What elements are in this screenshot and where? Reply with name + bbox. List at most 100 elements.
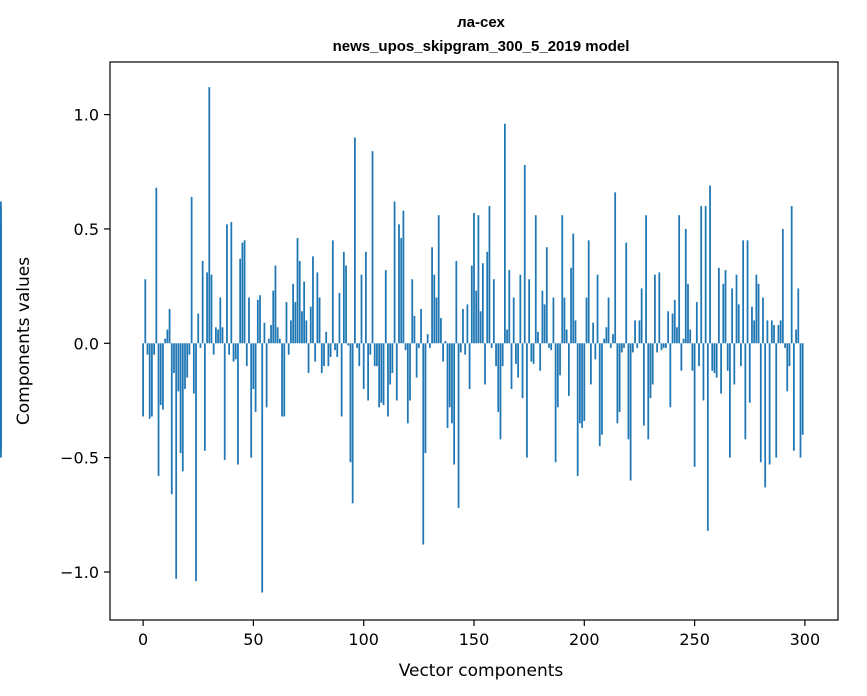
bar — [334, 343, 336, 351]
bar — [658, 272, 661, 344]
bar — [331, 240, 334, 344]
bar — [351, 343, 354, 504]
bar — [508, 270, 511, 344]
bar — [148, 343, 151, 419]
bar — [759, 343, 762, 463]
bar — [466, 304, 469, 344]
bar — [382, 343, 385, 406]
bar — [440, 318, 442, 344]
bar — [473, 212, 475, 344]
bar — [665, 343, 667, 348]
bar — [307, 343, 310, 374]
bar — [274, 265, 277, 344]
bar — [667, 311, 670, 344]
bar — [451, 343, 453, 424]
bar — [526, 343, 528, 458]
bar — [550, 343, 553, 351]
bar — [645, 215, 647, 344]
bar — [598, 343, 601, 447]
bar — [378, 343, 381, 408]
bar — [272, 290, 275, 344]
bar — [530, 343, 533, 362]
bar — [654, 274, 656, 344]
bar — [215, 327, 217, 344]
bar — [640, 288, 643, 344]
bar — [799, 343, 802, 458]
bar — [545, 247, 548, 344]
bar — [662, 343, 665, 348]
bar — [459, 343, 462, 353]
bar — [347, 343, 350, 346]
bar — [278, 338, 281, 344]
bar — [142, 343, 144, 417]
bar — [464, 343, 467, 355]
bar — [349, 343, 352, 463]
bar — [301, 311, 303, 344]
bar — [517, 343, 520, 378]
bar — [534, 215, 537, 344]
bar — [402, 210, 405, 344]
bar — [415, 343, 418, 378]
bar — [298, 260, 301, 344]
bar — [479, 311, 482, 344]
y-tick-label: 0.0 — [74, 334, 99, 353]
bar — [532, 343, 535, 364]
bar — [581, 343, 583, 428]
x-tick-label: 0 — [138, 630, 148, 649]
bar — [389, 343, 392, 385]
bar — [678, 215, 681, 344]
x-tick-label: 100 — [348, 630, 379, 649]
bar — [281, 343, 283, 417]
bar — [744, 343, 747, 440]
bar — [314, 343, 317, 362]
bar — [596, 274, 599, 344]
bar — [362, 343, 365, 390]
bar — [316, 272, 319, 344]
bar — [173, 343, 175, 374]
bar — [360, 274, 363, 344]
bar — [175, 343, 178, 579]
bar — [656, 343, 658, 353]
bar — [462, 308, 464, 344]
bar — [492, 279, 495, 344]
bar — [512, 297, 515, 344]
bar — [391, 343, 394, 374]
bar — [420, 308, 422, 344]
bar — [592, 322, 595, 344]
bar — [781, 228, 784, 344]
bar — [217, 329, 219, 344]
bar — [762, 297, 764, 344]
bar — [294, 302, 297, 344]
bar — [358, 343, 361, 367]
x-tick-label: 150 — [459, 630, 490, 649]
bar — [252, 343, 255, 390]
bar — [572, 233, 575, 344]
bar — [552, 297, 555, 344]
bar — [369, 343, 372, 355]
bar — [265, 343, 268, 408]
bar — [585, 297, 588, 344]
bar — [435, 297, 438, 344]
bar — [695, 302, 698, 344]
bar — [623, 343, 625, 348]
bar — [671, 313, 674, 344]
bar — [376, 343, 378, 367]
bar — [426, 334, 429, 344]
bar — [305, 320, 308, 344]
bar — [226, 224, 228, 344]
bar — [380, 343, 383, 403]
x-axis: 0 50 100 150 200 250 300 — [138, 620, 820, 649]
bar — [159, 343, 162, 406]
bar — [353, 137, 356, 344]
bar — [292, 283, 294, 344]
bar — [263, 322, 266, 344]
bar — [208, 87, 211, 344]
bar — [481, 263, 484, 344]
bar — [393, 201, 396, 344]
bar — [724, 270, 727, 344]
bar — [746, 240, 749, 344]
y-axis: −1.0 −0.5 0.0 0.5 1.0 — [60, 106, 110, 582]
bar — [312, 256, 314, 344]
bar — [702, 343, 705, 401]
bar — [788, 343, 791, 367]
